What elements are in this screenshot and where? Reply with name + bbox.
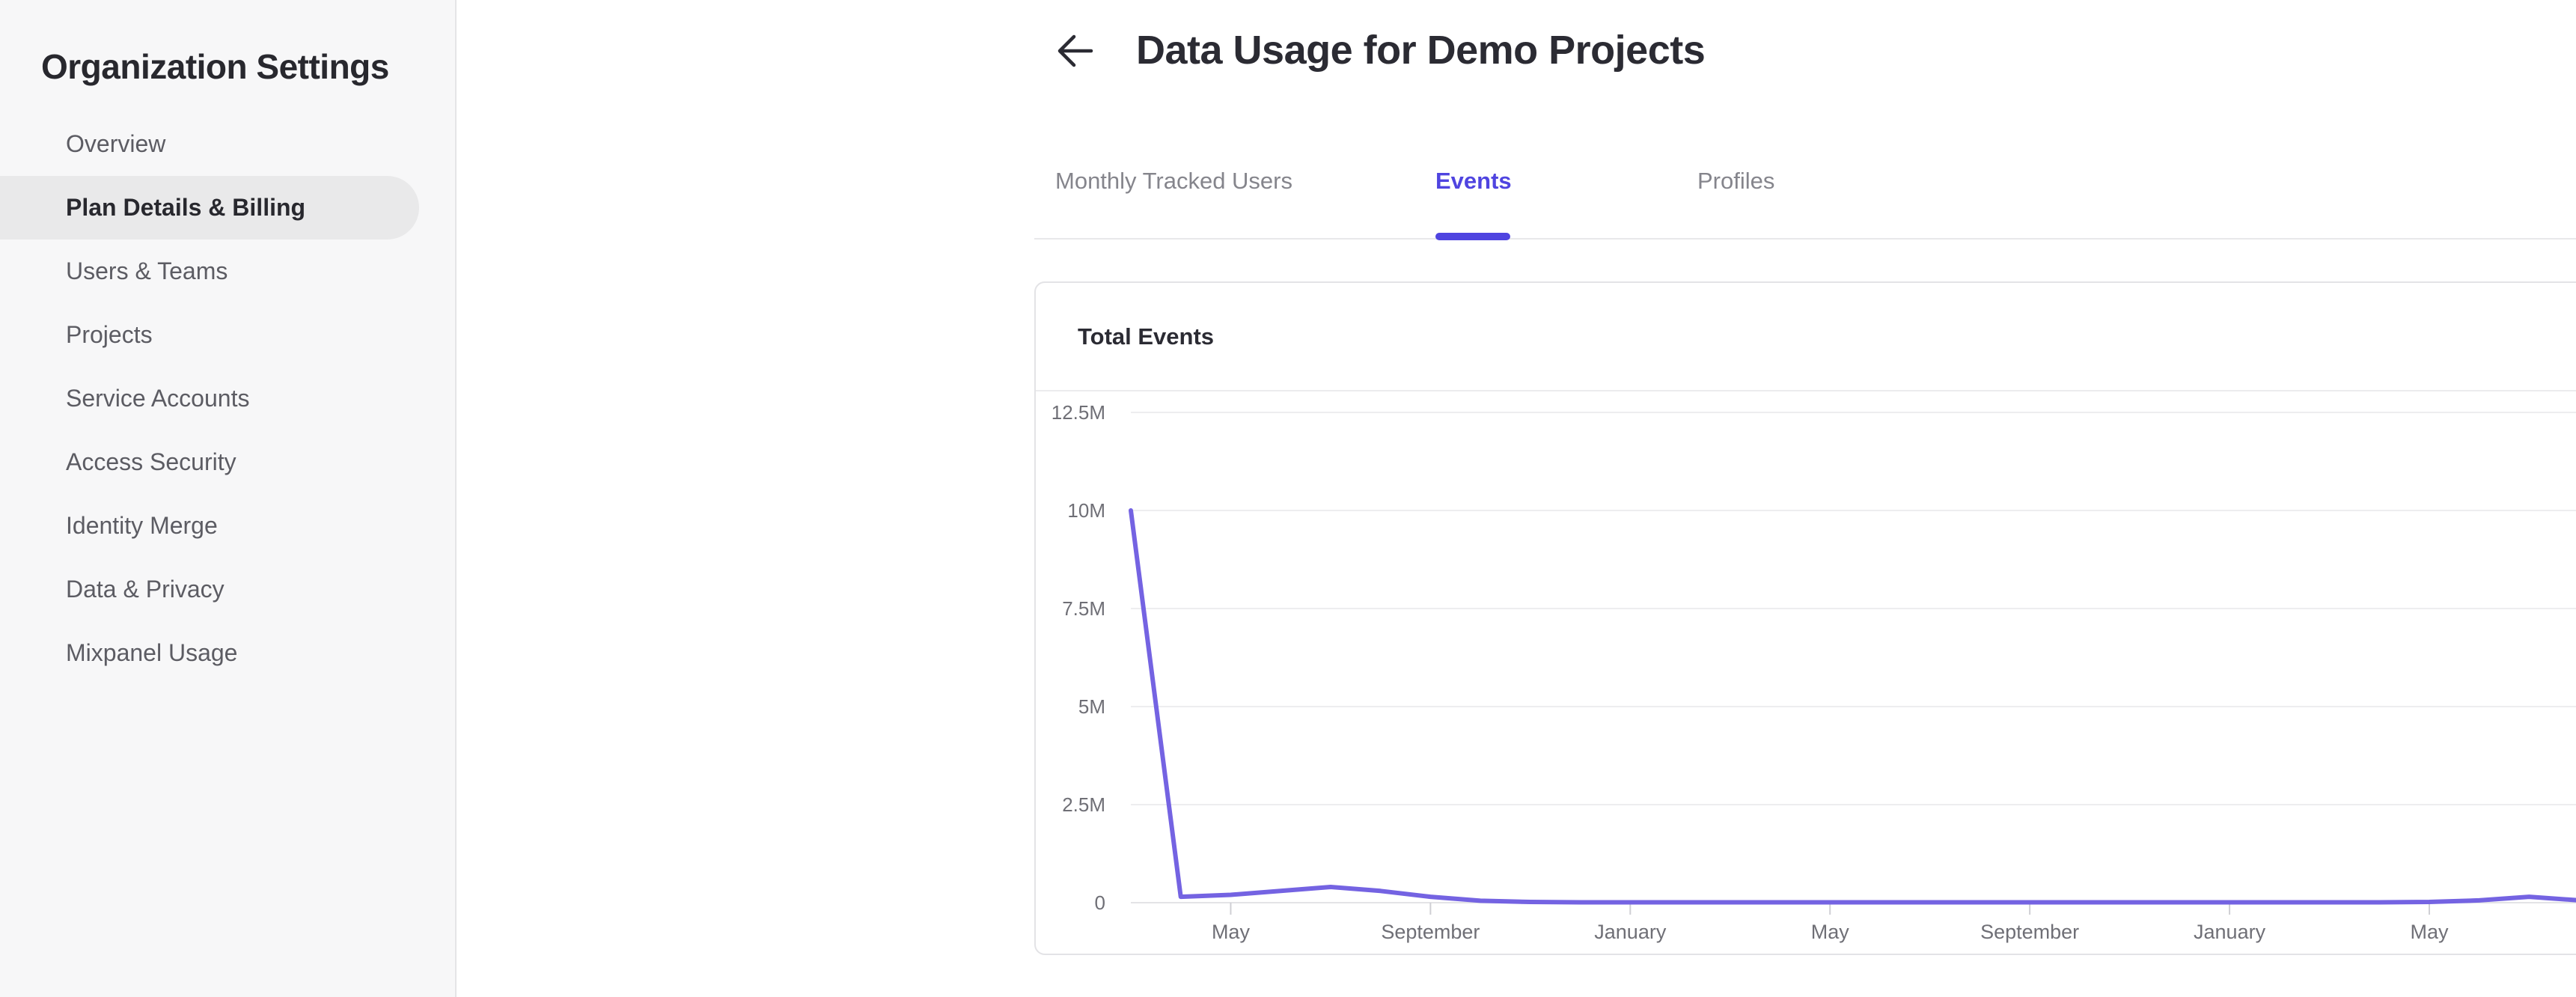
card-header: Total Events — [1036, 283, 2576, 391]
y-axis-label: 10M — [1067, 499, 1105, 522]
sidebar-item-plan-details-billing[interactable]: Plan Details & Billing — [0, 176, 419, 240]
x-axis-label: January — [1594, 921, 1667, 943]
page-title: Data Usage for Demo Projects — [1136, 28, 1706, 73]
line-chart-svg: 12.5M 10M 7.5M 5M 2.5M 0 May September January Ma… — [1052, 401, 2576, 943]
x-axis-label: January — [2194, 921, 2266, 943]
y-axis-label: 12.5M — [1052, 401, 1105, 424]
x-axis-label: September — [1980, 921, 2079, 943]
sidebar-title: Organization Settings — [41, 47, 389, 86]
tabs-divider — [1034, 238, 2576, 240]
main-content: Data Usage for Demo Projects Monthly Tra… — [457, 0, 2576, 997]
tab-profiles[interactable]: Profiles — [1697, 168, 1775, 194]
y-axis-label: 2.5M — [1062, 793, 1105, 816]
sidebar-item-overview[interactable]: Overview — [66, 130, 166, 157]
total-events-card: Total Events 12.5M 10M 7.5M 5M 2.5M 0 May Septe… — [1034, 281, 2576, 955]
x-axis-label: September — [1381, 921, 1480, 943]
events-line-solid — [1129, 508, 2576, 905]
x-axis-label: May — [2410, 921, 2449, 943]
total-events-chart: 12.5M 10M 7.5M 5M 2.5M 0 May September January Ma… — [1036, 393, 2576, 955]
sidebar-item-service-accounts[interactable]: Service Accounts — [66, 385, 250, 412]
back-button[interactable] — [1052, 31, 1096, 70]
sidebar-item-access-security[interactable]: Access Security — [66, 448, 236, 475]
tab-monthly-tracked-users[interactable]: Monthly Tracked Users — [1055, 168, 1292, 194]
y-axis-label: 5M — [1078, 695, 1105, 718]
tab-events[interactable]: Events — [1435, 168, 1512, 194]
active-tab-indicator — [1435, 233, 1510, 240]
y-axis-label: 0 — [1095, 891, 1105, 914]
x-axis-label: May — [1212, 921, 1251, 943]
card-title: Total Events — [1078, 323, 1215, 350]
sidebar-nav: Overview Plan Details & Billing Users & Te… — [0, 112, 457, 685]
sidebar-item-identity-merge[interactable]: Identity Merge — [66, 512, 218, 539]
sidebar-item-data-privacy[interactable]: Data & Privacy — [66, 576, 225, 603]
sidebar-item-users-teams[interactable]: Users & Teams — [66, 257, 228, 284]
sidebar-item-projects[interactable]: Projects — [66, 321, 153, 348]
sidebar: Organization Settings Overview Plan Detai… — [0, 0, 457, 997]
x-axis-label: May — [1811, 921, 1850, 943]
left-arrow-icon — [1052, 34, 1096, 73]
y-axis-label: 7.5M — [1062, 597, 1105, 620]
sidebar-item-mixpanel-usage[interactable]: Mixpanel Usage — [66, 639, 238, 666]
